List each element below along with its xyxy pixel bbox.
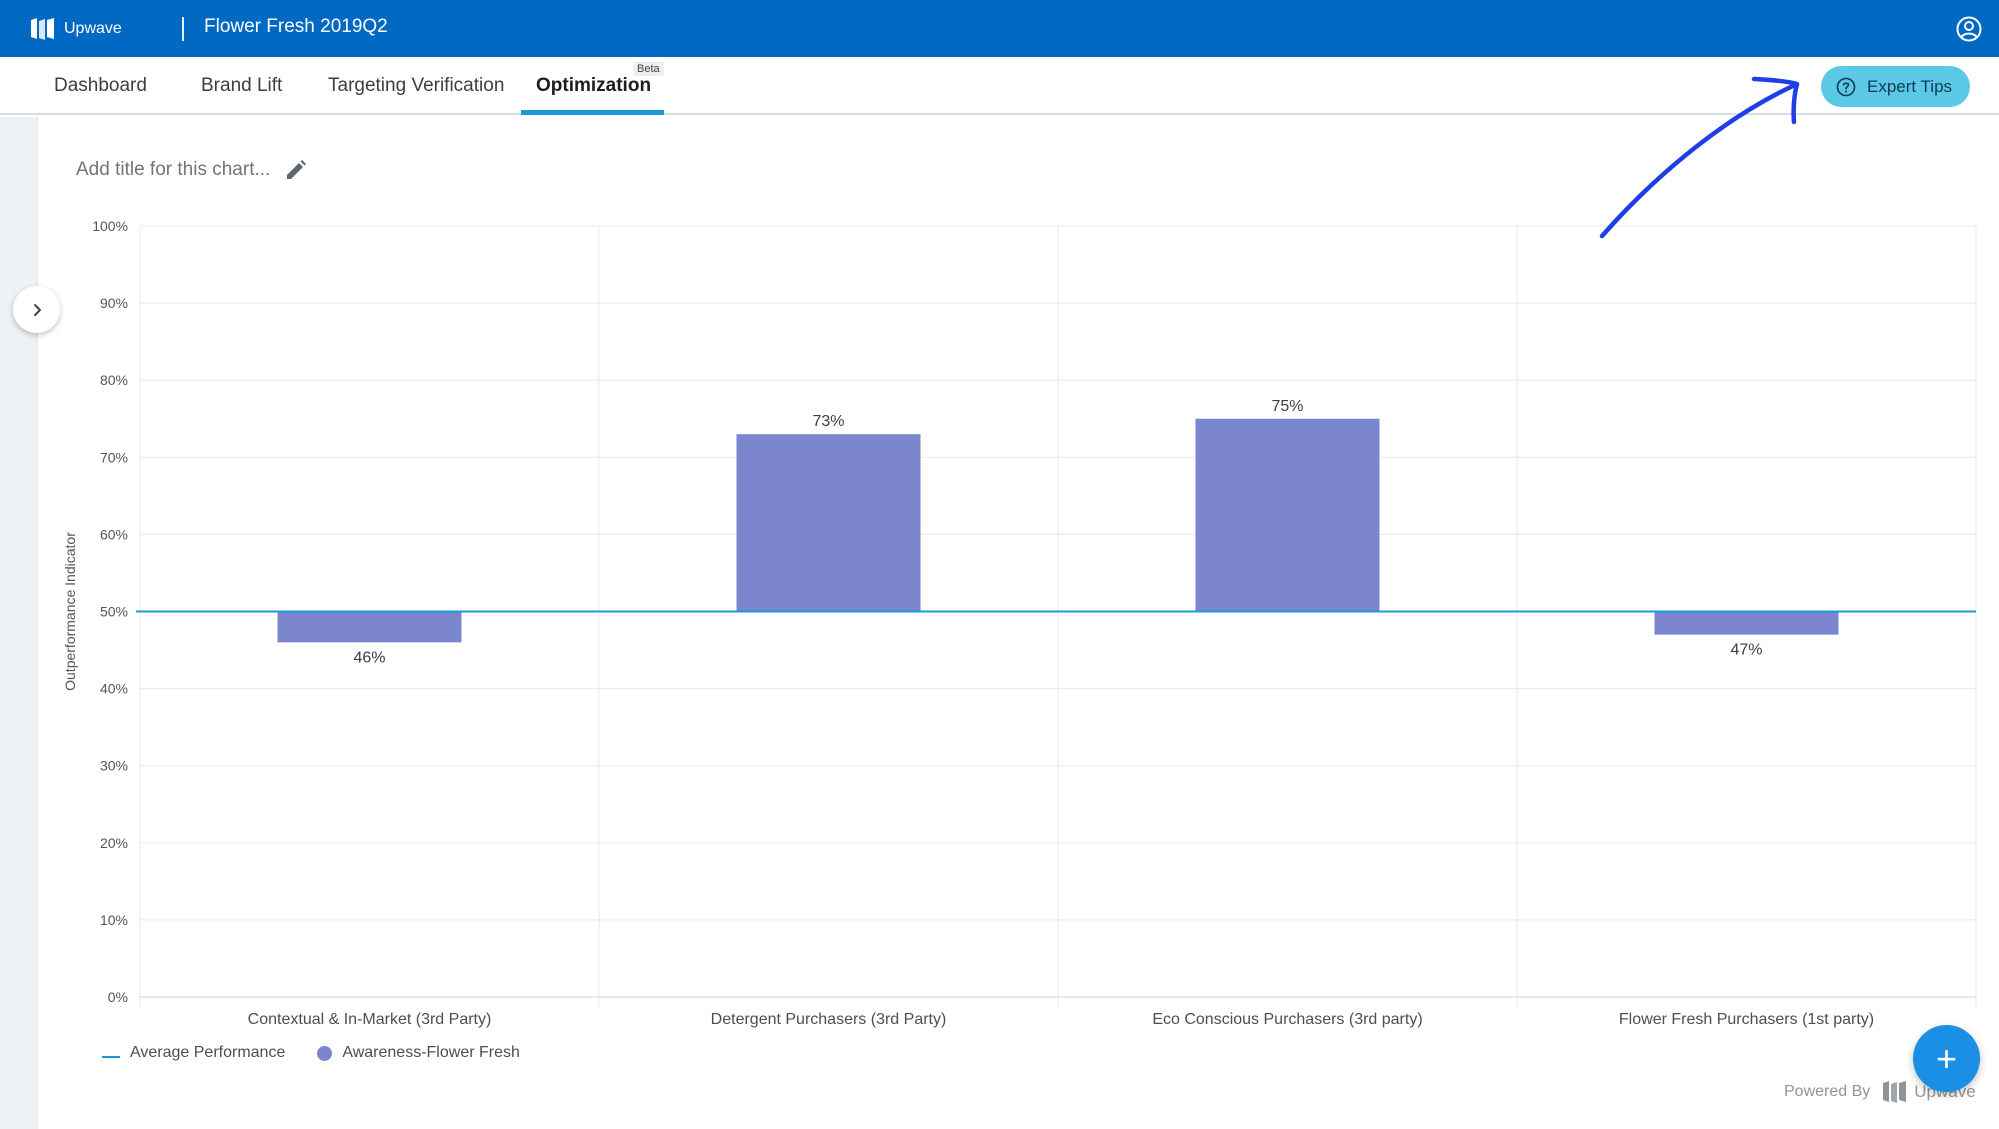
y-tick-label: 70% xyxy=(100,449,128,465)
y-tick-label: 90% xyxy=(100,295,128,311)
legend-line-swatch xyxy=(102,1056,120,1058)
left-rail xyxy=(0,117,38,1129)
pencil-edit-icon[interactable] xyxy=(284,158,308,182)
x-tick-label: Flower Fresh Purchasers (1st party) xyxy=(1619,1011,1874,1028)
tab-targeting-verification[interactable]: Targeting Verification xyxy=(328,75,505,96)
logo-text: Upwave xyxy=(64,20,122,37)
x-tick-label: Contextual & In-Market (3rd Party) xyxy=(248,1011,492,1028)
tab-optimization[interactable]: Optimization xyxy=(536,75,652,96)
chart-title-placeholder[interactable]: Add title for this chart... xyxy=(76,159,271,180)
x-tick-label: Eco Conscious Purchasers (3rd party) xyxy=(1152,1011,1422,1028)
expert-tips-label: Expert Tips xyxy=(1867,76,1953,96)
tab-brand-lift[interactable]: Brand Lift xyxy=(201,75,283,96)
title-separator xyxy=(182,17,184,41)
bar xyxy=(277,611,462,643)
plus-icon: + xyxy=(1935,1038,1958,1079)
bar-data-label: 46% xyxy=(353,649,385,666)
bar xyxy=(736,434,921,612)
add-button[interactable]: + xyxy=(1913,1025,1980,1092)
y-tick-label: 20% xyxy=(100,835,128,851)
legend-item-average[interactable]: Average Performance xyxy=(102,1044,285,1062)
y-axis-title: Outperformance Indicator xyxy=(62,532,78,691)
legend-item-awareness[interactable]: Awareness-Flower Fresh xyxy=(317,1044,520,1062)
chart-legend: Average Performance Awareness-Flower Fre… xyxy=(102,1044,552,1062)
tab-dashboard[interactable]: Dashboard xyxy=(54,75,147,96)
y-tick-label: 100% xyxy=(92,218,128,234)
y-tick-label: 30% xyxy=(100,758,128,774)
y-tick-label: 50% xyxy=(100,604,128,620)
y-tick-label: 80% xyxy=(100,372,128,388)
active-tab-indicator xyxy=(521,110,664,115)
y-tick-label: 0% xyxy=(108,989,128,1005)
legend-dot-swatch xyxy=(317,1045,333,1061)
chart-title-row: Add title for this chart... xyxy=(76,158,308,182)
y-tick-label: 60% xyxy=(100,526,128,542)
y-tick-label: 10% xyxy=(100,912,128,928)
bar-data-label: 47% xyxy=(1730,642,1762,659)
x-tick-label: Detergent Purchasers (3rd Party) xyxy=(711,1011,947,1028)
bar xyxy=(1195,418,1380,612)
upwave-logo-icon xyxy=(1883,1081,1907,1103)
chevron-right-icon xyxy=(33,303,41,316)
powered-by: Powered By Upwave xyxy=(1784,1080,1976,1104)
bar-data-label: 75% xyxy=(1271,398,1303,415)
powered-by-label: Powered By xyxy=(1784,1083,1871,1100)
expert-tips-button[interactable]: Expert Tips xyxy=(1821,66,1970,107)
bar-data-label: 73% xyxy=(812,413,844,430)
upwave-logo-icon xyxy=(31,18,54,40)
legend-label-awareness: Awareness-Flower Fresh xyxy=(342,1044,520,1061)
upwave-logo[interactable]: Upwave xyxy=(30,17,122,41)
user-account-icon[interactable] xyxy=(1956,16,1982,42)
beta-badge: Beta xyxy=(633,62,664,76)
y-tick-label: 40% xyxy=(100,681,128,697)
bar xyxy=(1654,611,1839,635)
help-circle-icon xyxy=(1836,77,1856,96)
expand-sidebar-button[interactable] xyxy=(13,286,60,333)
top-bar: Upwave Flower Fresh 2019Q2 xyxy=(0,0,1999,57)
legend-label-average: Average Performance xyxy=(130,1044,286,1061)
project-title: Flower Fresh 2019Q2 xyxy=(204,16,388,37)
